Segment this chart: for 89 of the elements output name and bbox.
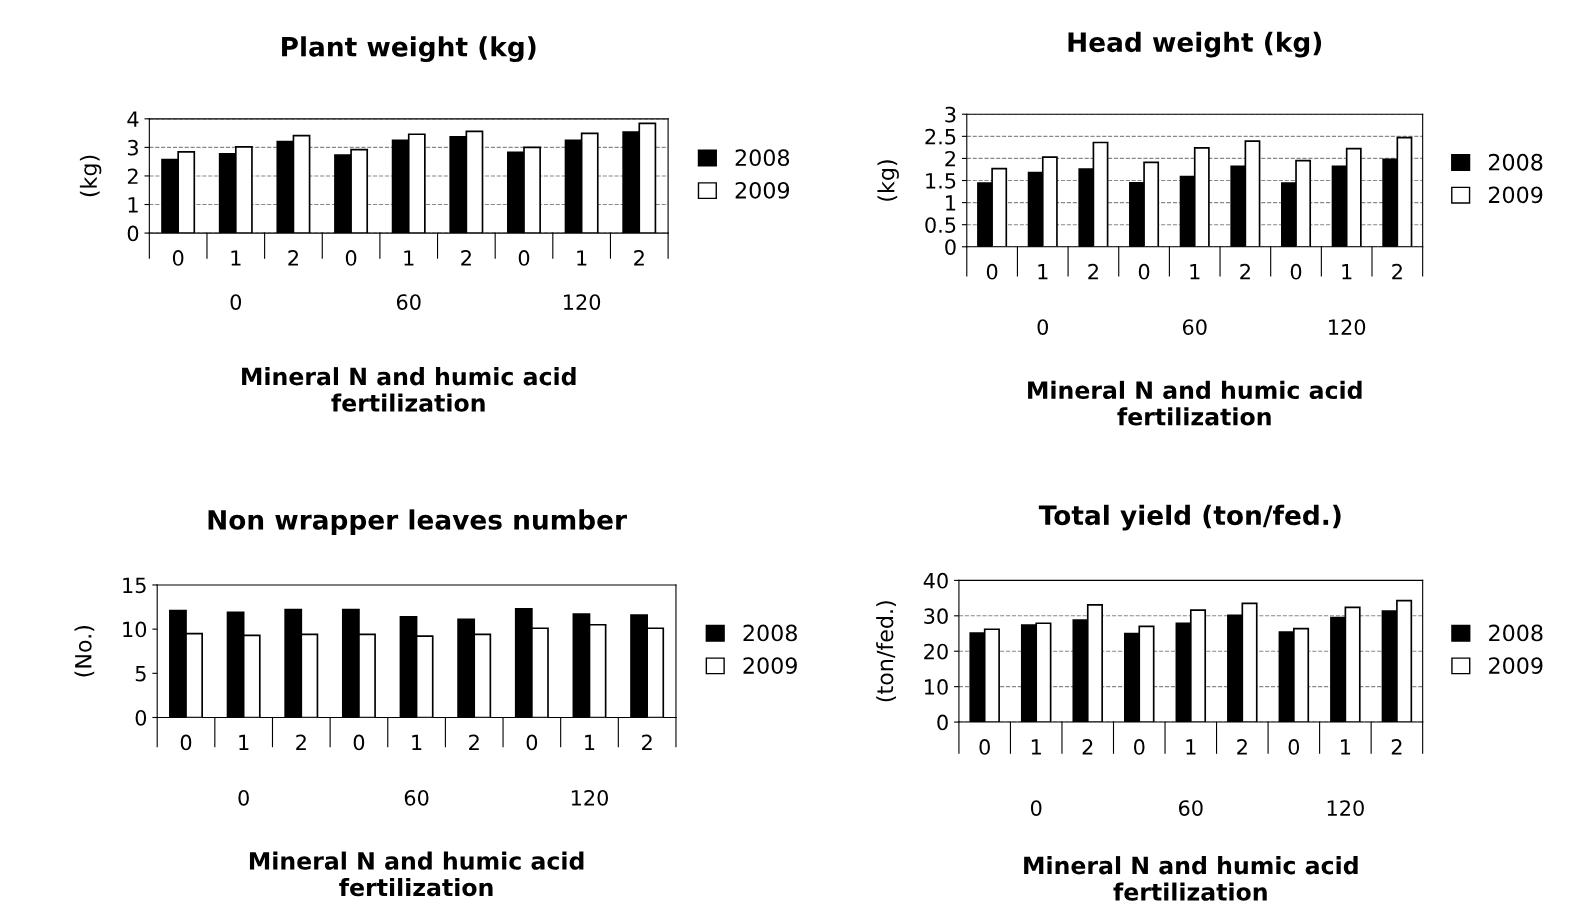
text: 120 bbox=[564, 294, 601, 310]
text: 120 bbox=[1327, 800, 1364, 816]
text: 0 bbox=[230, 294, 242, 310]
text: 60 bbox=[1182, 319, 1207, 335]
y-axis-title: (No.) bbox=[74, 626, 95, 677]
x-tick-label: 2 bbox=[288, 250, 298, 266]
chart-title: Non wrapper leaves number bbox=[208, 509, 627, 535]
x-tick-label: 2 bbox=[1082, 739, 1093, 755]
text: 0 bbox=[238, 789, 249, 806]
y-axis-title: (kg) bbox=[877, 160, 899, 201]
y-tick-label: 0 bbox=[945, 239, 956, 255]
y-tick-label: 10 bbox=[924, 679, 948, 695]
x-tick-label: 1 bbox=[1186, 739, 1196, 755]
legend-label: 2009 bbox=[1489, 657, 1543, 674]
y-tick-label: 1.5 bbox=[926, 173, 956, 189]
x-tick-label: 0 bbox=[345, 250, 357, 266]
x-tick-label: 1 bbox=[231, 250, 241, 266]
y-tick-label: 15 bbox=[123, 577, 146, 594]
x-tick-label: 1 bbox=[239, 734, 249, 750]
x-tick-label: 2 bbox=[461, 250, 471, 266]
x-tick-label: 1 bbox=[1031, 739, 1041, 755]
y-tick-label: 5 bbox=[135, 666, 146, 682]
x-tick-label: 1 bbox=[585, 734, 595, 750]
x-tick-label: 1 bbox=[1190, 264, 1200, 280]
x-tick-label: 0 bbox=[1138, 263, 1150, 280]
x-tick-label: 0 bbox=[1290, 263, 1302, 280]
legend-label: 2008 bbox=[1489, 624, 1543, 642]
text: 0 bbox=[1030, 800, 1042, 816]
x-tick-label: 2 bbox=[1391, 739, 1402, 755]
x-tick-label: 0 bbox=[1134, 739, 1145, 755]
x-tick-label: 0 bbox=[172, 250, 184, 266]
y-tick-label: 0.5 bbox=[925, 217, 956, 233]
y-tick-label: 2 bbox=[945, 150, 955, 167]
chart-title: Plant weight (kg) bbox=[282, 36, 536, 63]
y-axis-title: (kg) bbox=[79, 155, 102, 197]
x-axis-title: Mineral N and humic acid fertilization bbox=[1024, 856, 1358, 901]
x-tick-label: 1 bbox=[404, 250, 414, 266]
x-tick-label: 0 bbox=[986, 263, 998, 280]
x-tick-label: 0 bbox=[526, 734, 538, 751]
y-tick-label: 2 bbox=[127, 168, 138, 184]
y-tick-label: 1 bbox=[128, 197, 138, 213]
x-tick-label: 0 bbox=[180, 734, 192, 751]
y-tick-label: 20 bbox=[924, 643, 948, 660]
text: 120 bbox=[571, 789, 608, 806]
legend-label: 2008 bbox=[743, 624, 797, 642]
chart-title: Total yield (ton/fed.) bbox=[1038, 504, 1341, 531]
chart-title: Head weight (kg) bbox=[1068, 31, 1322, 58]
legend-label: 2008 bbox=[1488, 153, 1543, 171]
x-tick-label: 2 bbox=[1237, 739, 1247, 755]
x-axis-title: Mineral N and humic acid fertilization bbox=[249, 851, 584, 897]
x-tick-label: 0 bbox=[518, 250, 530, 266]
legend-label: 2009 bbox=[743, 657, 797, 674]
x-tick-label: 1 bbox=[1342, 264, 1352, 280]
legend-label: 2009 bbox=[735, 181, 790, 199]
x-tick-label: 1 bbox=[412, 734, 422, 750]
x-tick-label: 0 bbox=[979, 739, 990, 755]
x-tick-label: 1 bbox=[577, 250, 587, 266]
legend-label: 2009 bbox=[1488, 186, 1543, 204]
x-tick-label: 2 bbox=[296, 734, 306, 750]
y-tick-label: 4 bbox=[127, 111, 139, 127]
y-tick-label: 40 bbox=[923, 572, 948, 589]
x-tick-label: 0 bbox=[353, 734, 365, 751]
y-tick-label: 0 bbox=[135, 709, 147, 726]
y-tick-label: 3 bbox=[127, 139, 138, 156]
text: 120 bbox=[1329, 319, 1366, 335]
y-tick-label: 3 bbox=[945, 106, 956, 123]
text: 60 bbox=[1178, 800, 1203, 816]
x-axis-title: Mineral N and humic acid fertilization bbox=[242, 367, 576, 412]
x-tick-label: 2 bbox=[634, 250, 644, 266]
x-tick-label: 2 bbox=[469, 734, 479, 750]
y-tick-label: 0 bbox=[937, 714, 948, 731]
y-tick-label: 10 bbox=[123, 621, 147, 638]
y-tick-label: 2.5 bbox=[925, 128, 956, 145]
x-tick-label: 2 bbox=[1240, 263, 1250, 280]
x-tick-label: 2 bbox=[642, 734, 652, 750]
x-axis-title: Mineral N and humic acid fertilization bbox=[1028, 380, 1362, 426]
x-tick-label: 1 bbox=[1341, 739, 1351, 755]
x-tick-label: 2 bbox=[1392, 263, 1402, 280]
y-tick-label: 0 bbox=[127, 225, 139, 242]
y-axis-title: (ton/fed.) bbox=[876, 601, 896, 702]
x-tick-label: 1 bbox=[1038, 264, 1048, 280]
y-tick-label: 1 bbox=[946, 195, 956, 211]
x-tick-label: 0 bbox=[1288, 739, 1300, 755]
text: 0 bbox=[1037, 319, 1048, 335]
legend-label: 2008 bbox=[735, 149, 790, 167]
text: 60 bbox=[396, 294, 421, 310]
y-tick-label: 30 bbox=[924, 608, 948, 625]
text: 60 bbox=[404, 789, 429, 806]
x-tick-label: 2 bbox=[1088, 263, 1098, 280]
